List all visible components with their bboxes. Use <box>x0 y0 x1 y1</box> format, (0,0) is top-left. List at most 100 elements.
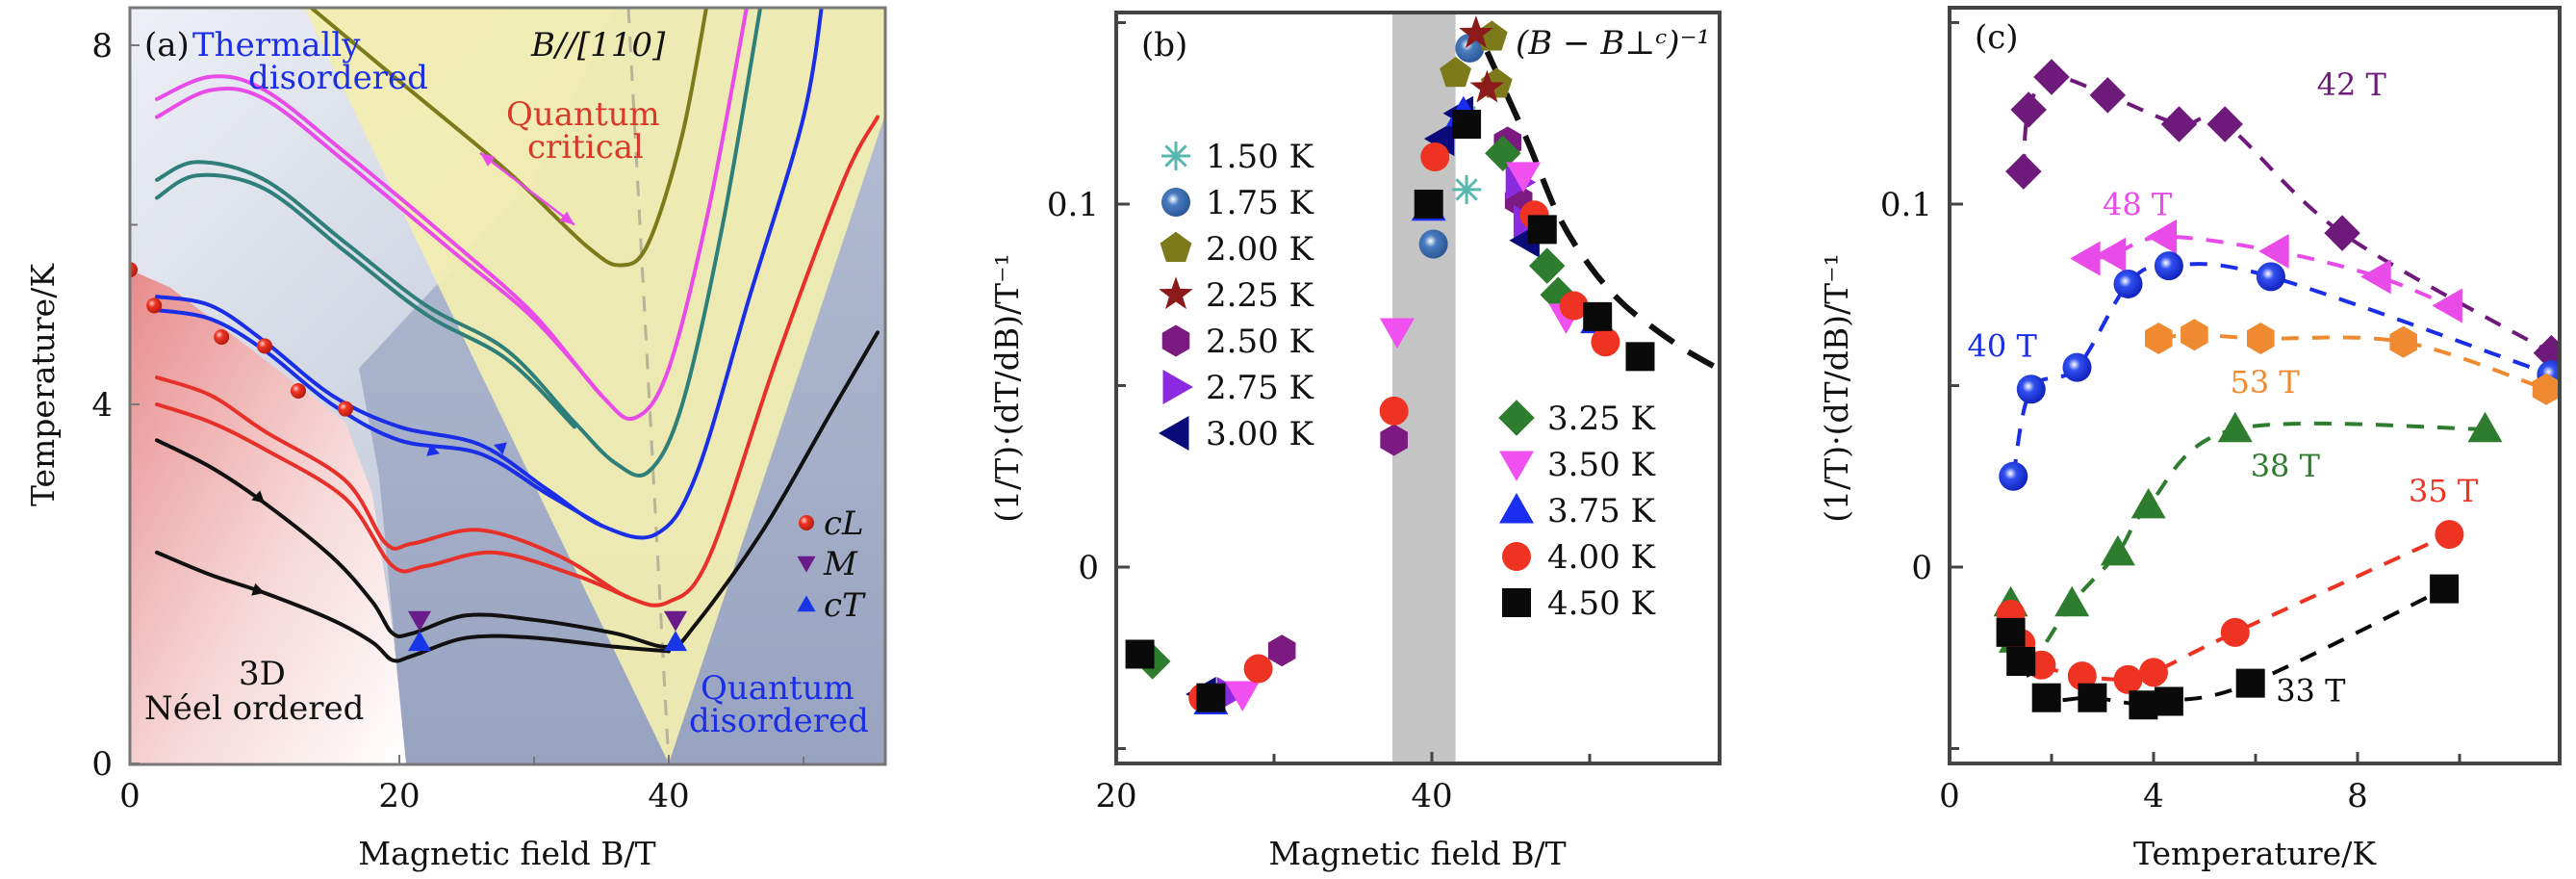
critical-field-dashed-line <box>626 8 671 764</box>
data-point <box>2467 411 2503 443</box>
neel-ordered-label-line2: Néel ordered <box>144 689 364 728</box>
y-tick-label: 0.1 <box>1047 186 1099 224</box>
critical-field-band <box>1392 13 1456 763</box>
y-tick-label: 8 <box>91 27 113 65</box>
series-48-T <box>2070 219 2462 323</box>
data-point <box>2145 322 2173 354</box>
data-point <box>1379 318 1415 349</box>
panel-c-points <box>1993 59 2560 720</box>
data-point <box>2247 322 2275 354</box>
legend-label: 2.75 K <box>1206 369 1314 407</box>
panel-a-ticks: 0 20 40 0 4 8 <box>91 27 804 815</box>
magnetocaloric-blue-2-curve <box>155 308 603 528</box>
magnetocaloric-teal-2-curve <box>155 172 576 429</box>
panel-a-ylabel: Temperature/K <box>24 263 62 506</box>
legend-label: 3.75 K <box>1547 492 1656 530</box>
magnetocaloric-black-1-curve <box>155 330 880 649</box>
panel-a-xlabel: Magnetic field B/T <box>358 835 655 872</box>
data-point <box>2113 269 2143 298</box>
x-tick-label: 20 <box>1095 777 1136 815</box>
data-point <box>2113 664 2143 694</box>
panel-b-frame <box>1114 11 1722 765</box>
data-point <box>2217 411 2253 443</box>
x-tick-label: 0 <box>1939 777 1960 815</box>
data-point <box>2435 520 2464 550</box>
fit-curve <box>1484 50 1718 371</box>
dashed-line-42-T <box>2021 74 2553 355</box>
legend-label: 1.50 K <box>1206 138 1314 176</box>
sweep-arrowhead-icon <box>251 490 265 504</box>
legend-label: 3.50 K <box>1547 446 1656 484</box>
y-tick-label: 4 <box>91 386 113 425</box>
data-point <box>1196 683 1226 712</box>
panel-b-legend: 1.50 K 1.75 K 2.00 K 2.25 K 2.50 K 2.75 K 3.00… <box>1159 138 1656 623</box>
data-point <box>1583 301 1613 331</box>
data-point <box>2324 215 2360 251</box>
data-point <box>2054 585 2090 617</box>
data-point <box>2389 325 2417 358</box>
y-tick-label: 0 <box>91 745 113 784</box>
series-2-25-K <box>1459 15 1505 103</box>
legend-marker <box>1502 542 1531 571</box>
data-point <box>1225 681 1261 711</box>
data-point <box>1414 190 1443 219</box>
x-tick-label: 40 <box>1411 777 1452 815</box>
data-point <box>2095 237 2127 272</box>
data-point <box>2139 658 2168 687</box>
data-point <box>2430 574 2460 604</box>
data-point <box>1125 639 1155 669</box>
data-point <box>1591 327 1620 357</box>
magnetocaloric-black-2-curve <box>155 550 671 663</box>
legend-marker <box>1160 231 1192 262</box>
legend-label: 2.00 K <box>1206 230 1314 269</box>
data-point <box>2258 234 2289 270</box>
panel-c-label: (c) <box>1975 18 2019 57</box>
asterisk-stroke <box>1164 144 1187 168</box>
x-tick-label: 0 <box>119 777 140 815</box>
magnetocaloric-magenta-1-curve <box>155 8 749 422</box>
data-point <box>2089 77 2127 114</box>
data-point <box>1452 110 1482 140</box>
dashed-line-40-T <box>2011 262 2553 478</box>
m-point <box>664 610 687 632</box>
data-point <box>1380 424 1408 456</box>
legend-c-t-label: cT <box>824 586 866 625</box>
arrowhead-icon <box>559 211 574 225</box>
data-point <box>1420 142 1450 171</box>
data-point <box>2206 106 2243 142</box>
panel-b-ylabel: (1/T)·(dT/dB)/T⁻¹ <box>988 253 1026 523</box>
data-point <box>1559 291 1589 321</box>
quantum-critical-label-line2: critical <box>527 128 644 167</box>
legend-marker <box>1159 416 1189 451</box>
panel-c: 0 4 8 0 0.1 (c) 42 T 48 T 40 T 53 T 38 T 35 T 33 T… <box>1818 6 2562 872</box>
legend-marker <box>1161 142 1190 170</box>
sweep-arrowhead-icon <box>494 442 507 455</box>
transition-markers <box>130 262 687 652</box>
legend-label: 3.00 K <box>1206 415 1314 453</box>
neel-ordered-region <box>130 270 406 764</box>
data-point <box>1528 247 1566 284</box>
data-point <box>2033 59 2070 95</box>
data-point <box>2154 251 2183 281</box>
sweep-direction-arrows <box>251 151 575 596</box>
data-point <box>2235 668 2265 698</box>
data-point <box>1243 654 1273 684</box>
data-point <box>2160 106 2198 142</box>
data-point <box>2360 259 2391 295</box>
legend-marker <box>1502 588 1531 617</box>
panel-b-label: (b) <box>1141 26 1187 65</box>
legend-label: 4.00 K <box>1547 538 1656 577</box>
magnetocaloric-red-2-curve <box>155 402 630 600</box>
panel-c-series-labels: 42 T 48 T 40 T 53 T 38 T 35 T 33 T <box>1968 66 2479 710</box>
quantum-disordered-label-line1: Quantum <box>701 669 854 708</box>
c-l-point <box>130 262 138 278</box>
legend-marker <box>1499 493 1534 524</box>
legend-marker <box>1161 188 1190 217</box>
data-point <box>2005 153 2042 190</box>
series-42-T <box>2005 59 2560 372</box>
y-tick-label: 0 <box>1078 549 1099 587</box>
c-l-point <box>257 338 272 354</box>
data-point <box>1379 396 1409 426</box>
data-point <box>2070 241 2101 276</box>
